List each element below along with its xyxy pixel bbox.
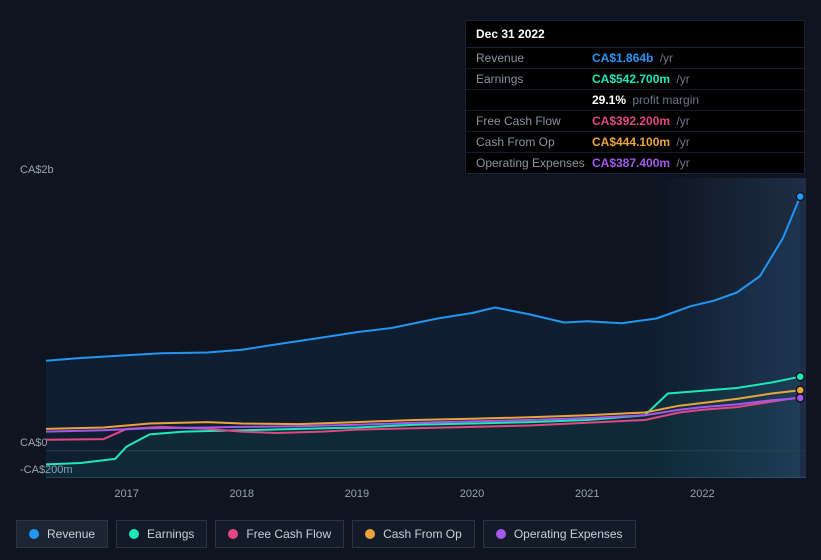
legend-item[interactable]: Earnings [116, 520, 207, 548]
chart-svg [46, 178, 806, 477]
series-end-marker [796, 394, 804, 402]
tooltip-row-value: CA$1.864b [592, 51, 653, 65]
x-tick-label: 2018 [230, 488, 254, 500]
legend-label: Earnings [147, 527, 194, 541]
tooltip-row-value: CA$542.700m [592, 72, 670, 86]
tooltip-row-value: CA$392.200m [592, 114, 670, 128]
x-tick-label: 2022 [690, 488, 714, 500]
tooltip-row-unit: /yr [656, 51, 673, 65]
x-tick-label: 2019 [345, 488, 369, 500]
tooltip-row-label: Cash From Op [476, 135, 592, 149]
tooltip-row: RevenueCA$1.864b /yr [466, 48, 804, 69]
legend-dot-icon [129, 529, 139, 539]
legend-label: Free Cash Flow [246, 527, 331, 541]
tooltip-row-label [476, 93, 592, 107]
legend-dot-icon [496, 529, 506, 539]
legend: Revenue Earnings Free Cash Flow Cash From O… [16, 520, 636, 548]
legend-label: Revenue [47, 527, 95, 541]
legend-item[interactable]: Operating Expenses [483, 520, 636, 548]
tooltip-card: Dec 31 2022 RevenueCA$1.864b /yrEarnings… [465, 20, 805, 174]
tooltip-row: Free Cash FlowCA$392.200m /yr [466, 111, 804, 132]
tooltip-row-label: Revenue [476, 51, 592, 65]
y-tick-label: CA$0 [20, 437, 48, 449]
x-tick-label: 2020 [460, 488, 484, 500]
series-end-marker [796, 373, 804, 381]
x-tick-label: 2017 [114, 488, 138, 500]
series-end-marker [796, 193, 804, 201]
legend-label: Operating Expenses [514, 527, 623, 541]
tooltip-row-unit: /yr [673, 114, 690, 128]
legend-item[interactable]: Revenue [16, 520, 108, 548]
tooltip-row-label: Earnings [476, 72, 592, 86]
legend-item[interactable]: Free Cash Flow [215, 520, 344, 548]
tooltip-margin-label: profit margin [629, 93, 699, 107]
legend-dot-icon [365, 529, 375, 539]
legend-item[interactable]: Cash From Op [352, 520, 475, 548]
legend-label: Cash From Op [383, 527, 462, 541]
tooltip-row-value: CA$444.100m [592, 135, 670, 149]
y-tick-label: CA$2b [20, 164, 54, 176]
legend-dot-icon [29, 529, 39, 539]
x-tick-label: 2021 [575, 488, 599, 500]
tooltip-row: Cash From OpCA$444.100m /yr [466, 132, 804, 153]
series-end-marker [796, 386, 804, 394]
tooltip-date: Dec 31 2022 [466, 21, 804, 48]
tooltip-row-label: Free Cash Flow [476, 114, 592, 128]
tooltip-row-unit: /yr [673, 72, 690, 86]
legend-dot-icon [228, 529, 238, 539]
tooltip-margin-value: 29.1% [592, 93, 626, 107]
tooltip-rows: RevenueCA$1.864b /yrEarningsCA$542.700m … [466, 48, 804, 173]
tooltip-row: EarningsCA$542.700m /yr [466, 69, 804, 90]
tooltip-row-unit: /yr [673, 135, 690, 149]
tooltip-row: 29.1% profit margin [466, 90, 804, 111]
plot-area[interactable] [46, 178, 806, 478]
financials-chart[interactable]: CA$2bCA$0-CA$200m 2017201820192020202120… [16, 160, 806, 500]
